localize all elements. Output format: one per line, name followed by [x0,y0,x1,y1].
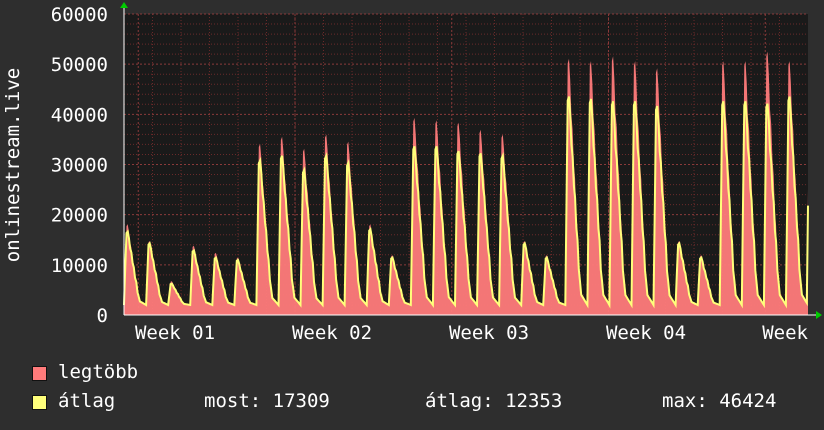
y-tick-label: 40000 [51,104,108,126]
y-tick-label: 30000 [51,155,108,177]
x-tick-label: Week 02 [292,322,372,344]
x-tick-label: Week 04 [606,322,686,344]
y-axis-title: onlinestream.live [2,68,24,262]
legend-label-max: legtöbb [58,361,139,383]
y-tick-label: 10000 [51,255,108,277]
legend-swatch-avg [32,395,47,410]
x-tick-label: Week [762,322,808,344]
y-tick-label: 20000 [51,205,108,227]
stat-max: max: 46424 [662,390,777,412]
y-tick-label: 0 [97,305,108,327]
x-axis-arrow [816,311,822,319]
stat-average: átlag: 12353 [425,390,563,412]
y-tick-label: 60000 [51,4,108,26]
legend-label-avg: átlag [58,390,116,412]
y-axis-arrow [120,2,128,8]
legend-swatch-max [32,366,47,381]
y-tick-label: 50000 [51,54,108,76]
x-tick-label: Week 03 [449,322,529,344]
x-tick-label: Week 01 [135,322,215,344]
series-line-atlag [123,96,809,309]
stat-current: most: 17309 [204,390,330,412]
line-chart: 0 10000 20000 30000 40000 50000 60000 Week 01 We… [2,2,822,344]
